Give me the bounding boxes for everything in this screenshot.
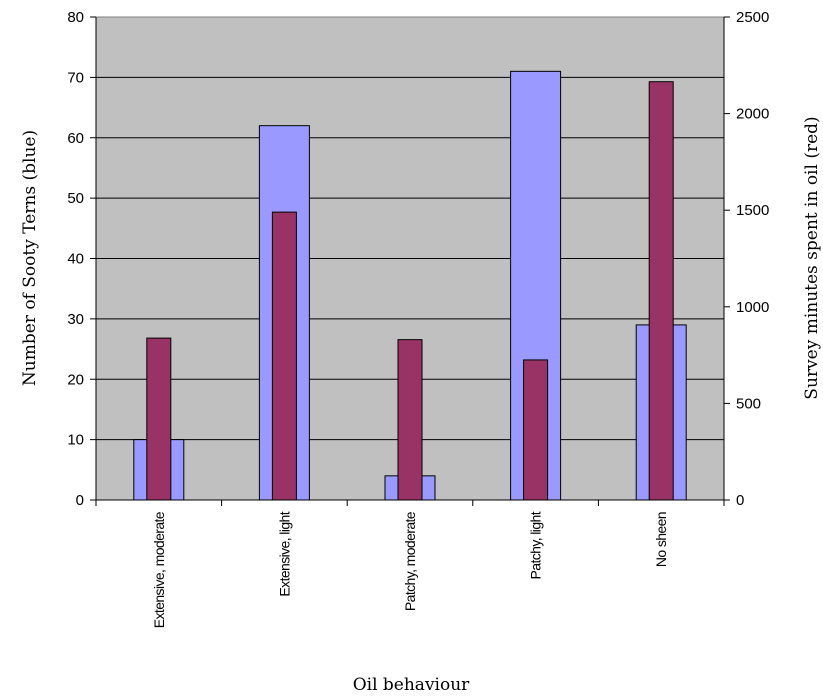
bar-red <box>523 359 549 501</box>
category-labels: Extensive, moderate Extensive, light Patch… <box>151 511 669 628</box>
right-axis-tick-label: 1500 <box>736 202 769 219</box>
left-axis-tick-label: 40 <box>67 251 84 268</box>
bar-red <box>146 337 172 501</box>
right-axis-tick-label: 2000 <box>736 106 769 123</box>
right-axis-tick-labels: 0 500 1000 1500 2000 2500 <box>736 9 769 509</box>
right-axis-tick-label: 0 <box>736 492 744 509</box>
left-axis-tick-label: 50 <box>67 190 84 207</box>
left-axis-tick-label: 30 <box>67 311 84 328</box>
left-axis-tick-label: 60 <box>67 130 84 147</box>
bar-red <box>397 339 423 501</box>
right-axis-tick-label: 1000 <box>736 299 769 316</box>
category-label: Extensive, moderate <box>151 511 167 628</box>
left-axis-tick-label: 0 <box>76 492 84 509</box>
x-axis-title: Oil behaviour <box>353 675 470 695</box>
left-axis-tick-labels: 0 10 20 30 40 50 60 70 80 <box>67 9 84 509</box>
right-axis-tick-label: 500 <box>736 395 761 412</box>
left-axis-tick-label: 20 <box>67 371 84 388</box>
right-axis-title: Survey minutes spent in oil (red) <box>802 116 822 399</box>
bar-red <box>648 81 674 501</box>
axes <box>90 16 730 506</box>
category-label: No sheen <box>653 512 669 567</box>
left-axis-tick-label: 70 <box>67 69 84 86</box>
category-label: Patchy, light <box>528 511 544 579</box>
bar-red <box>271 211 297 501</box>
category-label: Patchy, moderate <box>402 511 418 611</box>
left-axis-tick-label: 80 <box>67 9 84 26</box>
left-axis-tick-label: 10 <box>67 432 84 449</box>
series-red-bars <box>146 81 674 501</box>
category-label: Extensive, light <box>276 511 292 596</box>
left-axis-title: Number of Sooty Terns (blue) <box>20 130 40 386</box>
right-axis-tick-label: 2500 <box>736 9 769 26</box>
